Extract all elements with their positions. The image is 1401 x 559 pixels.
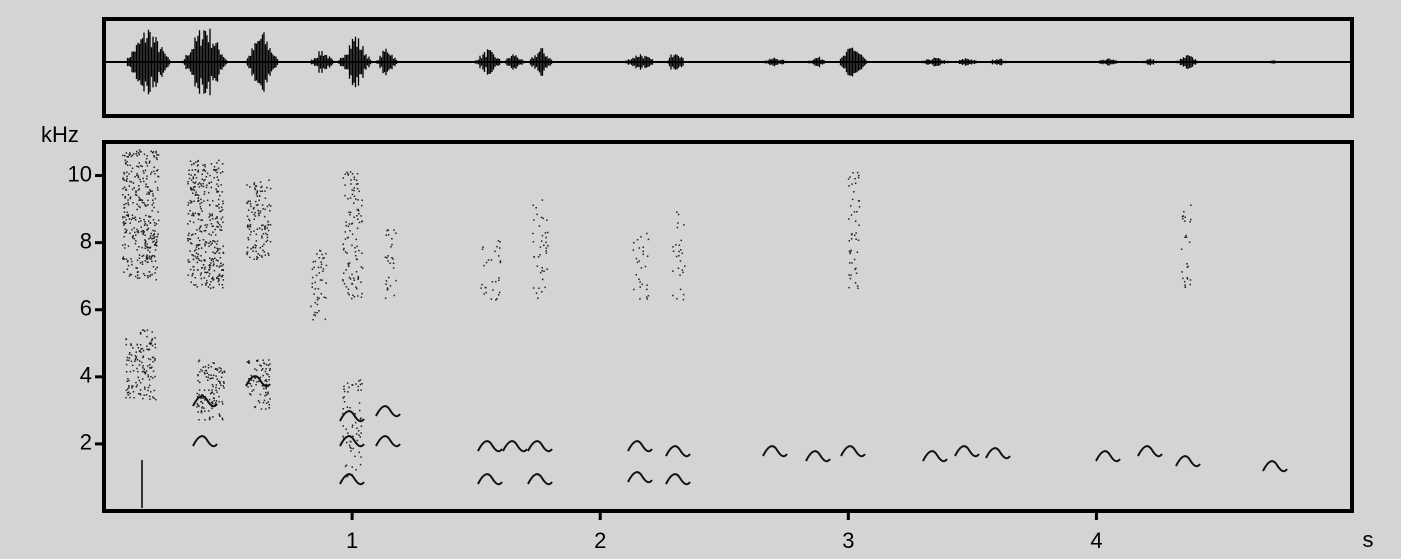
x-tick-label: 1: [346, 528, 358, 553]
y-tick-label: 6: [80, 296, 92, 321]
y-tick-label: 10: [68, 161, 92, 186]
y-tick-label: 8: [80, 228, 92, 253]
y-tick-label: 2: [80, 430, 92, 455]
x-tick-label: 2: [594, 528, 606, 553]
chart: kHz s 2468101234: [0, 0, 1401, 559]
y-axis-label: kHz: [41, 122, 79, 147]
y-tick-label: 4: [80, 363, 92, 388]
x-tick-label: 3: [842, 528, 854, 553]
page: kHz s 2468101234 (() => { const data = J…: [0, 0, 1401, 559]
x-tick-label: 4: [1090, 528, 1102, 553]
x-axis-label: s: [1363, 527, 1374, 552]
